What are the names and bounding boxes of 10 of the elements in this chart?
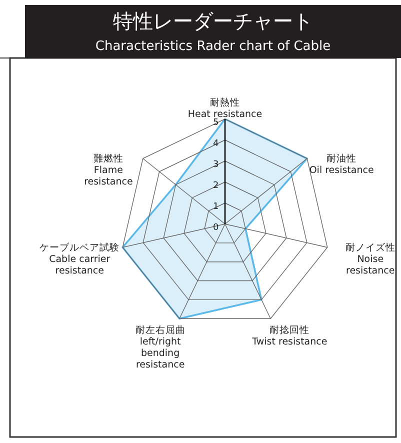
spoke-label: 耐左右屈曲 left/right bending resistance bbox=[135, 324, 186, 370]
spoke-label: 耐ノイズ性 Noise resistance bbox=[345, 241, 396, 276]
y-tick-label: 0 bbox=[212, 223, 219, 233]
spoke-label: ケーブルベア試験 Cable carrier resistance bbox=[40, 241, 120, 276]
spoke-label: 耐油性 Oil resistance bbox=[309, 152, 374, 176]
spoke-label: 耐捻回性 Twist resistance bbox=[251, 324, 328, 348]
chart-subtitle: Characteristics Rader chart of Cable bbox=[95, 39, 331, 54]
spoke-label: 耐熱性 Heat resistance bbox=[188, 96, 262, 120]
spoke-label: 難燃性 Flame resistance bbox=[84, 152, 133, 188]
chart-title: 特性レーダーチャート bbox=[113, 9, 313, 33]
